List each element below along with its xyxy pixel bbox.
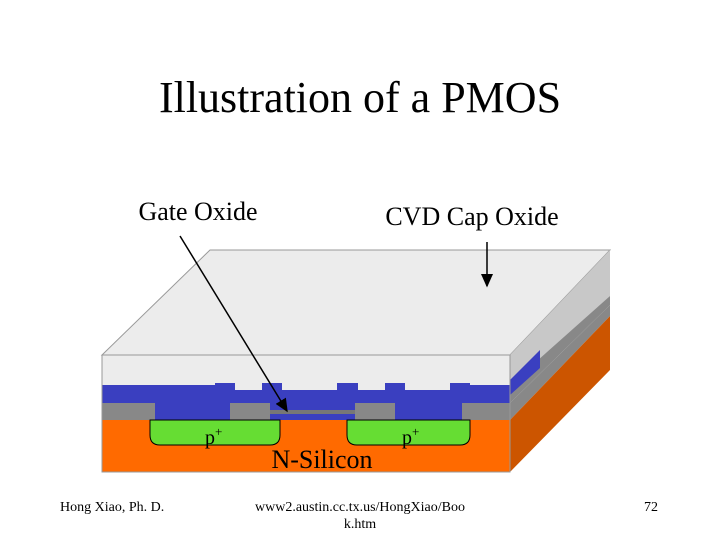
field-oxide: [230, 403, 270, 420]
page-number: 72: [644, 500, 658, 515]
label: p: [402, 427, 412, 449]
p-well: [346, 419, 471, 446]
label: +: [412, 424, 419, 439]
side-oxide: [510, 296, 610, 403]
label: p: [205, 427, 215, 449]
front-outline: [101, 354, 511, 473]
footer-author: Hong Xiao, Ph. D.: [60, 500, 164, 515]
label: p+: [402, 424, 419, 449]
pmos-diagram: [100, 249, 612, 473]
footer-url: www2.austin.cc.tx.us/HongXiao/Boo: [255, 500, 465, 515]
field-oxide: [355, 403, 395, 420]
field-oxide: [102, 403, 155, 420]
side-metal: [510, 350, 540, 395]
label: N-Silicon: [271, 445, 372, 474]
label: CVD Cap Oxide: [385, 202, 558, 231]
gate-oxide: [270, 410, 355, 414]
title: Illustration of a PMOS: [159, 73, 561, 122]
field-oxide: [462, 403, 510, 420]
metal-layer: [102, 383, 510, 420]
label: p+: [205, 424, 222, 449]
side-field-oxide: [510, 305, 610, 420]
side-substrate: [510, 316, 610, 472]
label: Gate Oxide: [138, 197, 257, 226]
label: +: [215, 424, 222, 439]
arrow: [179, 235, 288, 413]
p-well: [149, 419, 281, 446]
footer-url: k.htm: [344, 517, 376, 532]
